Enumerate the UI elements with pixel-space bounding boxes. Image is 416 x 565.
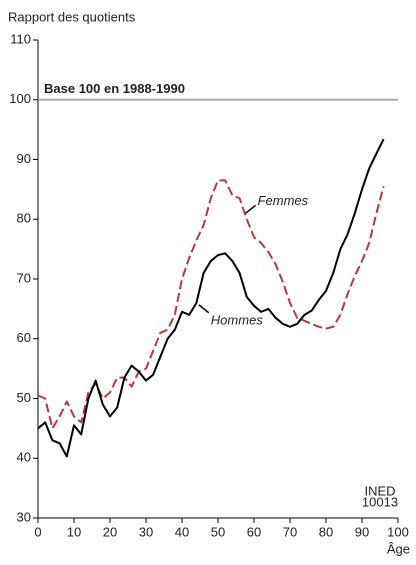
x-tick-label: 0 (34, 524, 41, 539)
annotation-arrow (198, 304, 210, 314)
y-tick-label: 30 (17, 509, 31, 524)
x-tick-label: 70 (283, 524, 297, 539)
source: 10013 (362, 494, 398, 509)
series-line (37, 138, 385, 458)
x-tick-label: 60 (247, 524, 261, 539)
x-tick-label: 50 (211, 524, 225, 539)
x-tick-label: 80 (319, 524, 333, 539)
y-tick-label: 110 (10, 31, 31, 46)
series-line (37, 179, 385, 430)
x-tick-label: 90 (355, 524, 369, 539)
source: INED (364, 483, 395, 498)
y-tick-label: 100 (9, 91, 31, 106)
annotation: Hommes (211, 312, 264, 327)
x-tick-label: 30 (139, 524, 153, 539)
y-tick-label: 80 (17, 211, 31, 226)
y-tick-label: 60 (17, 330, 31, 345)
y-tick-label: 40 (17, 450, 31, 465)
x-tick-label: 20 (103, 524, 117, 539)
y-axis-label: Rapport des quotients (8, 9, 136, 24)
reference-label: Base 100 en 1988-1990 (44, 81, 185, 96)
x-tick-label: 100 (387, 524, 409, 539)
x-axis-label: Âge (387, 541, 410, 556)
x-tick-label: 40 (175, 524, 189, 539)
y-tick-label: 70 (17, 270, 31, 285)
x-tick-label: 10 (67, 524, 81, 539)
y-tick-label: 50 (17, 390, 31, 405)
annotation-arrow (245, 204, 257, 214)
annotation: Femmes (258, 193, 309, 208)
y-tick-label: 90 (17, 151, 31, 166)
